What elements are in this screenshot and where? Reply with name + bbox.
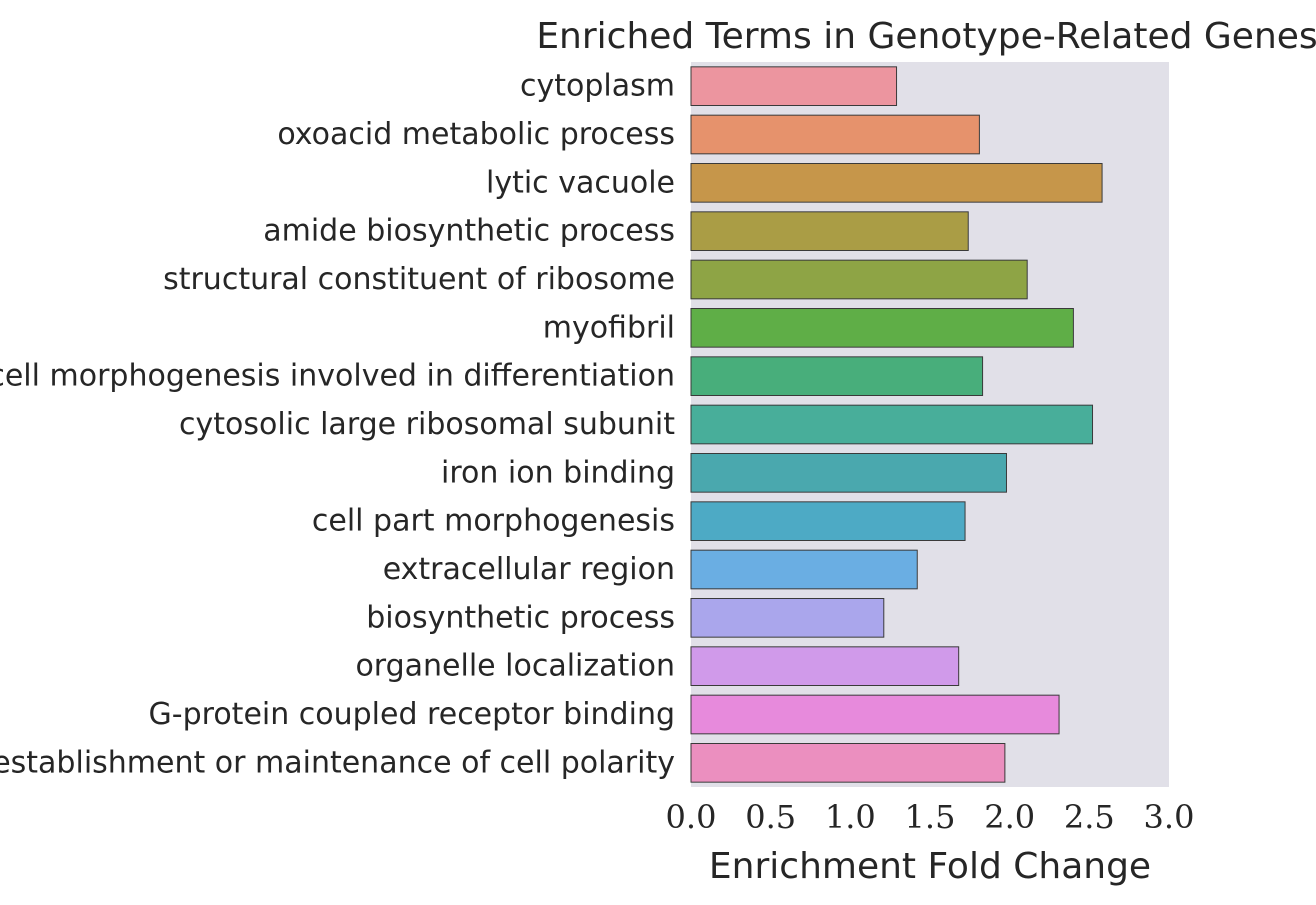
x-tick-label: 3.0 [1144, 798, 1195, 836]
bar [690, 114, 980, 155]
bar [690, 259, 1028, 300]
bar [690, 356, 984, 397]
x-tick-label: 1.5 [905, 798, 956, 836]
x-tick-label: 1.0 [825, 798, 876, 836]
x-tick-label: 0.0 [666, 798, 717, 836]
bar [690, 211, 969, 251]
chart-title: Enriched Terms in Genotype-Related Genes [536, 16, 1316, 57]
bar [690, 646, 960, 686]
category-label: oxoacid metabolic process [277, 117, 675, 152]
category-label: biosynthetic process [366, 600, 675, 635]
category-label: cytosolic large ribosomal subunit [179, 407, 675, 442]
category-label: amide biosynthetic process [263, 214, 675, 249]
bar [690, 694, 1060, 735]
bar [690, 66, 898, 107]
x-tick-label: 2.5 [1064, 798, 1115, 836]
category-label: structural constituent of ribosome [163, 262, 675, 297]
bar [690, 549, 918, 590]
bar [690, 598, 885, 638]
category-label: cytoplasm [520, 69, 675, 104]
category-label: cell part morphogenesis [312, 504, 675, 539]
bars-group [690, 66, 1103, 783]
category-label: myofibril [543, 310, 675, 345]
bar [690, 453, 1007, 493]
category-label: iron ion binding [441, 455, 675, 490]
bar [690, 308, 1074, 348]
category-label: establishment or maintenance of cell pol… [0, 745, 675, 780]
bar [690, 163, 1103, 203]
x-tick-label: 0.5 [745, 798, 796, 836]
category-label: G-protein coupled receptor binding [149, 697, 675, 732]
bar [690, 501, 966, 542]
category-label: extracellular region [383, 552, 675, 587]
bar [690, 404, 1094, 445]
x-tick-labels: 0.0 0.5 1.0 1.5 2.0 2.5 3.0 [666, 798, 1195, 836]
category-label: organelle localization [355, 649, 675, 684]
x-tick-label: 2.0 [984, 798, 1035, 836]
category-label: lytic vacuole [486, 165, 675, 200]
x-axis-label: Enrichment Fold Change [709, 846, 1151, 887]
bar [690, 743, 1006, 783]
category-label: cell morphogenesis involved in different… [0, 359, 675, 394]
category-labels: cytoplasm oxoacid metabolic process lytic … [0, 69, 675, 781]
